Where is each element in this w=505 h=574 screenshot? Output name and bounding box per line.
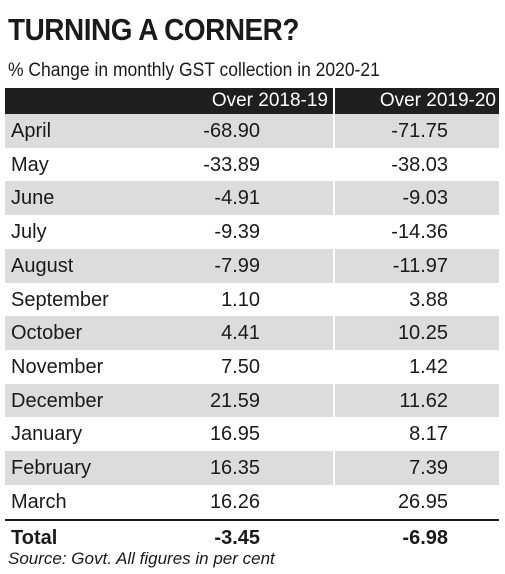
cell-over-2019-20: 26.95 <box>397 490 448 513</box>
chart-subtitle: % Change in monthly GST collection in 20… <box>8 60 380 81</box>
cell-over-2019-20: -14.36 <box>391 221 448 244</box>
table-row: March 16.26 26.95 <box>5 484 499 519</box>
total-over-2018-19: -3.45 <box>214 527 260 550</box>
cell-over-2018-19: 16.35 <box>209 457 260 479</box>
column-divider <box>333 215 335 250</box>
row-month-label: April <box>11 120 52 142</box>
table-row: July -9.39 -14.36 <box>5 215 499 250</box>
cell-over-2018-19: 16.95 <box>209 423 260 446</box>
total-separator-line <box>5 519 499 522</box>
row-month-label: January <box>11 423 83 446</box>
cell-over-2018-19: -7.99 <box>214 254 260 277</box>
table-row: November 7.50 1.42 <box>5 349 499 384</box>
cell-over-2019-20: 8.17 <box>409 423 448 446</box>
column-divider <box>333 181 335 216</box>
row-month-label: February <box>11 457 92 479</box>
row-month-label: September <box>11 288 109 311</box>
header-divider <box>333 88 335 114</box>
source-note: Source: Govt. All figures in per cent <box>8 549 275 568</box>
row-month-label: December <box>11 389 104 412</box>
row-month-label: May <box>11 153 49 176</box>
column-divider <box>333 114 335 148</box>
total-row: Total -3.45 -6.98 <box>5 521 499 556</box>
cell-over-2018-19: -33.89 <box>203 153 260 176</box>
cell-over-2019-20: 3.88 <box>409 288 448 311</box>
row-month-label: October <box>11 322 83 345</box>
table-row: May -33.89 -38.03 <box>5 147 499 182</box>
table-row: September 1.10 3.88 <box>5 282 499 317</box>
column-divider <box>333 383 335 418</box>
column-divider <box>333 316 335 351</box>
column-divider <box>333 147 335 182</box>
cell-over-2019-20: -71.75 <box>391 120 448 142</box>
cell-over-2018-19: -4.91 <box>214 187 260 210</box>
cell-over-2019-20: 7.39 <box>409 457 448 479</box>
cell-over-2018-19: 21.59 <box>209 389 260 412</box>
gst-table: Over 2018-19 Over 2019-20 April -68.90 -71… <box>5 88 499 556</box>
column-divider <box>333 282 335 317</box>
cell-over-2019-20: 11.62 <box>399 389 448 412</box>
column-divider <box>333 417 335 452</box>
row-month-label: March <box>11 490 67 513</box>
row-month-label: November <box>11 355 104 378</box>
chart-title: TURNING A CORNER? <box>8 12 299 47</box>
total-label: Total <box>11 527 58 550</box>
row-month-label: June <box>11 187 55 210</box>
total-over-2019-20: -6.98 <box>402 527 448 550</box>
table-row: June -4.91 -9.03 <box>5 181 499 216</box>
cell-over-2018-19: 1.10 <box>221 288 260 311</box>
cell-over-2019-20: 1.42 <box>409 355 448 378</box>
cell-over-2018-19: -9.39 <box>214 221 260 244</box>
cell-over-2019-20: -9.03 <box>402 187 448 210</box>
cell-over-2019-20: -38.03 <box>391 153 448 176</box>
table-row: October 4.41 10.25 <box>5 316 499 351</box>
cell-over-2018-19: 4.41 <box>221 322 260 345</box>
table-header: Over 2018-19 Over 2019-20 <box>5 88 499 114</box>
table-row: December 21.59 11.62 <box>5 383 499 418</box>
table-row: January 16.95 8.17 <box>5 417 499 452</box>
column-divider <box>333 451 335 485</box>
column-header-over-2019-20: Over 2019-20 <box>379 90 496 111</box>
table-row: April -68.90 -71.75 <box>5 114 499 148</box>
row-month-label: July <box>11 221 47 244</box>
column-header-over-2018-19: Over 2018-19 <box>211 90 328 111</box>
cell-over-2019-20: 10.25 <box>397 322 448 345</box>
column-divider <box>333 484 335 519</box>
cell-over-2019-20: -11.97 <box>392 254 448 277</box>
cell-over-2018-19: 7.50 <box>221 355 260 378</box>
table-row: February 16.35 7.39 <box>5 451 499 485</box>
row-month-label: August <box>11 254 74 277</box>
column-divider <box>333 349 335 384</box>
cell-over-2018-19: -68.90 <box>203 120 260 142</box>
table-row: August -7.99 -11.97 <box>5 248 499 283</box>
cell-over-2018-19: 16.26 <box>209 490 260 513</box>
column-divider <box>333 248 335 283</box>
